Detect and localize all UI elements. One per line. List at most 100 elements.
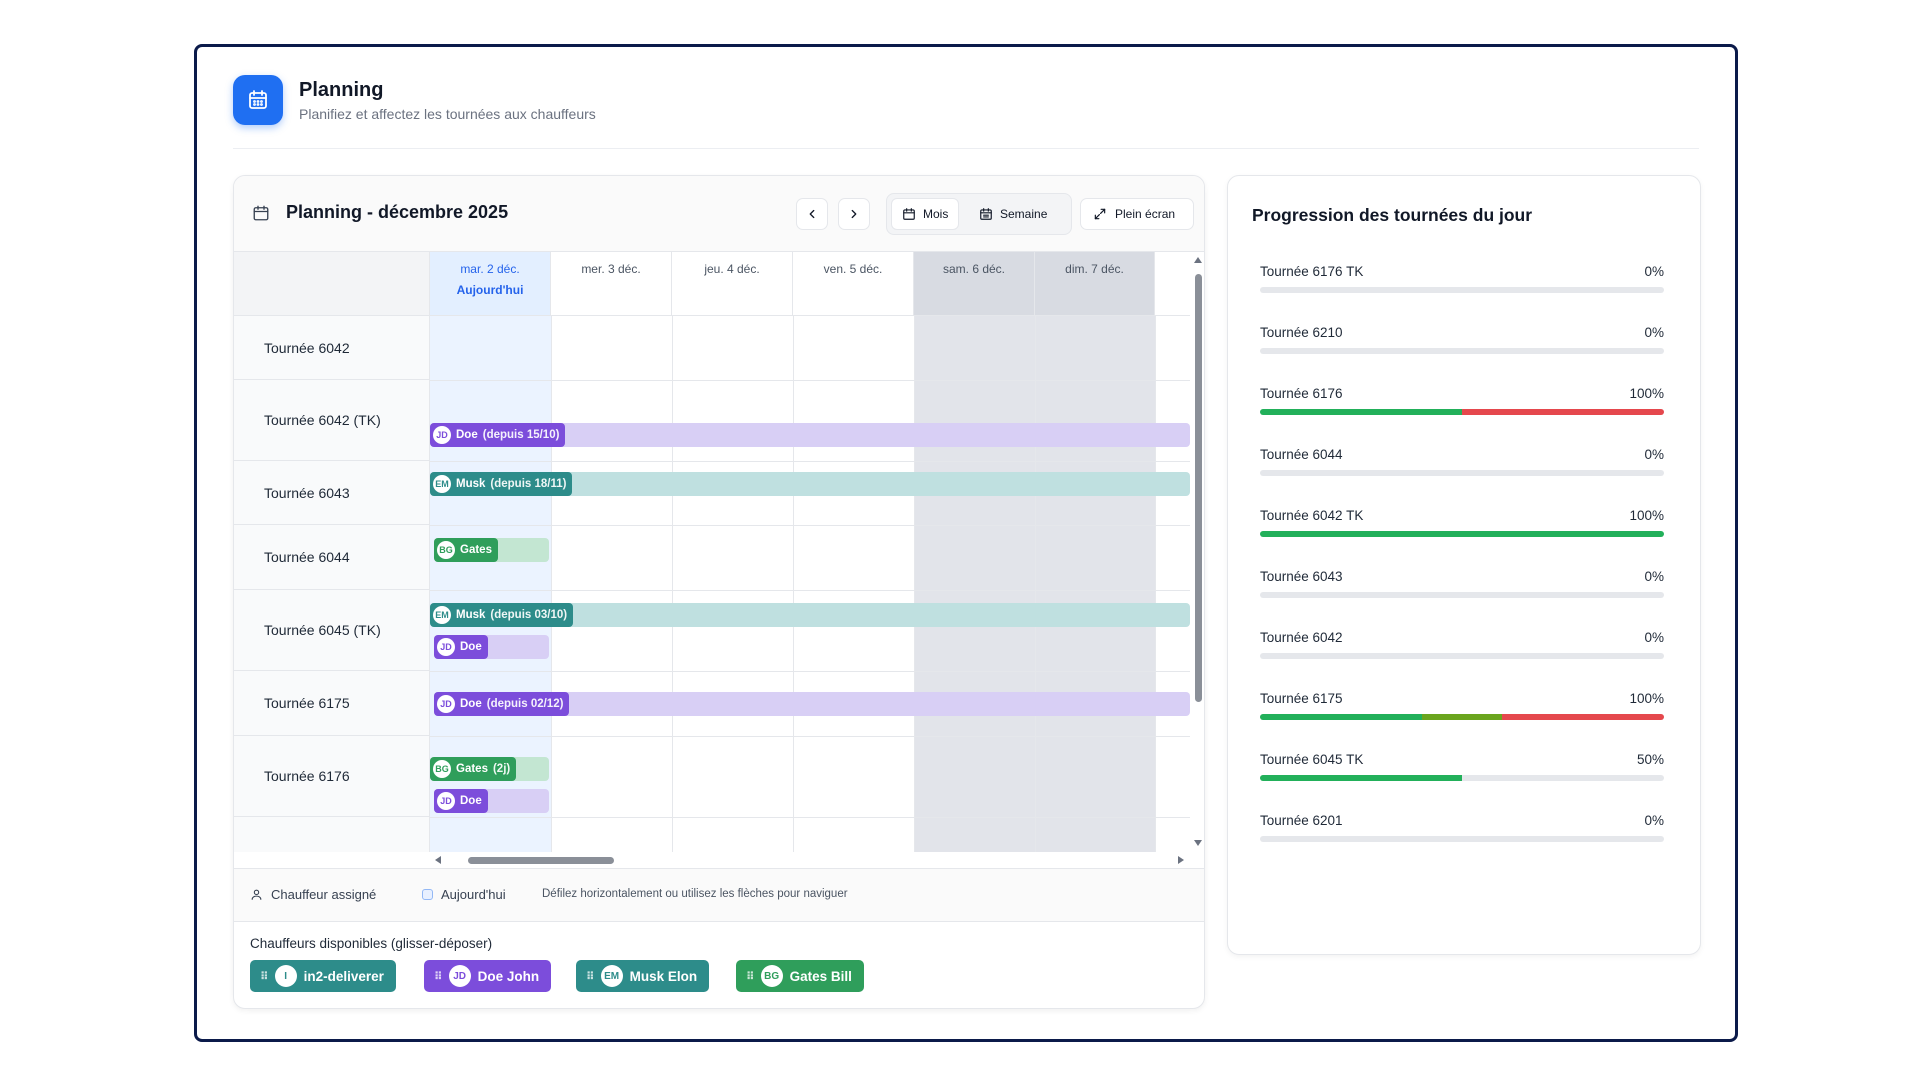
- scroll-right-icon[interactable]: [1178, 856, 1184, 864]
- grid-line: [430, 590, 1190, 591]
- planning-grid: mar. 2 déc. Aujourd'hui mer. 3 déc. jeu.…: [234, 252, 1190, 852]
- horizontal-scrollbar[interactable]: [430, 852, 1190, 868]
- grid-line: [430, 817, 1190, 818]
- day-label: mar. 2 déc.: [460, 262, 520, 276]
- horizontal-scroll-thumb[interactable]: [468, 857, 614, 864]
- progress-bar: [1260, 470, 1664, 476]
- driver-chip[interactable]: ⠿ EM Musk Elon: [576, 960, 710, 992]
- progress-row-name: Tournée 6043: [1260, 569, 1343, 584]
- grid-line: [430, 525, 1190, 526]
- driver-name: Musk Elon: [629, 968, 698, 984]
- drag-handle-icon[interactable]: ⠿: [260, 970, 269, 983]
- progress-row: Tournée 6201 0%: [1260, 813, 1664, 853]
- assignment-chip[interactable]: BG Gates: [434, 538, 498, 562]
- progress-row-percent: 0%: [1644, 447, 1664, 462]
- row-label-text: Tournée 6042: [264, 339, 350, 356]
- day-header: ven. 5 déc.: [793, 252, 914, 316]
- vertical-scroll-thumb[interactable]: [1195, 274, 1202, 702]
- row-label: Tournée 6042 (TK): [234, 380, 430, 461]
- progress-bar: [1260, 714, 1664, 720]
- fullscreen-button[interactable]: Plein écran: [1080, 198, 1194, 230]
- day-header: sam. 6 déc.: [914, 252, 1035, 316]
- progress-title: Progression des tournées du jour: [1252, 205, 1533, 225]
- avatar: I: [274, 965, 297, 987]
- progress-row: Tournée 6042 TK 100%: [1260, 508, 1664, 548]
- driver-name: Doe: [460, 698, 482, 710]
- driver-chip[interactable]: ⠿ BG Gates Bill: [736, 960, 864, 992]
- driver-name: Gates: [460, 544, 492, 556]
- avatar: EM: [433, 606, 451, 624]
- avatar: BG: [760, 965, 783, 987]
- assignment-since: (2j): [492, 763, 511, 775]
- progress-row-name: Tournée 6042 TK: [1260, 508, 1364, 523]
- progress-row: Tournée 6042 0%: [1260, 630, 1664, 670]
- progress-row: Tournée 6044 0%: [1260, 447, 1664, 487]
- legend-assigned: Chauffeur assigné: [250, 887, 376, 902]
- driver-name: Doe: [460, 641, 482, 653]
- scroll-left-icon[interactable]: [435, 856, 441, 864]
- driver-name: Doe: [460, 795, 482, 807]
- progress-bar: [1260, 531, 1664, 537]
- scroll-down-icon[interactable]: [1194, 840, 1202, 846]
- assignment-chip[interactable]: JD Doe (depuis 15/10): [430, 423, 566, 447]
- row-label: Tournée 6044: [234, 525, 430, 590]
- avatar: JD: [433, 426, 451, 444]
- progress-row-name: Tournée 6176 TK: [1260, 264, 1364, 279]
- vertical-scrollbar[interactable]: [1190, 252, 1204, 852]
- progress-row-percent: 100%: [1629, 508, 1664, 523]
- month-view-button[interactable]: Mois: [891, 198, 960, 230]
- previous-button[interactable]: [796, 198, 828, 230]
- grid-line: [430, 736, 1190, 737]
- weekend-column: [1035, 252, 1155, 852]
- drivers-title: Chauffeurs disponibles (glisser-déposer): [250, 936, 493, 951]
- avatar: BG: [437, 541, 455, 559]
- day-label: jeu. 4 déc.: [704, 262, 760, 276]
- scroll-up-icon[interactable]: [1194, 257, 1202, 263]
- progress-row-name: Tournée 6175: [1260, 691, 1343, 706]
- grid-line: [672, 316, 673, 852]
- fullscreen-label: Plein écran: [1115, 207, 1176, 221]
- progress-row-percent: 0%: [1644, 325, 1664, 340]
- page-subtitle: Planifiez et affectez les tournées aux c…: [299, 106, 596, 122]
- row-label-text: Tournée 6043: [264, 484, 350, 501]
- assignment-chip[interactable]: JD Doe: [434, 789, 488, 813]
- day-header: jeu. 4 déc.: [672, 252, 793, 316]
- progress-row-percent: 0%: [1644, 630, 1664, 645]
- drag-handle-icon[interactable]: ⠿: [434, 970, 443, 983]
- assignment-chip[interactable]: JD Doe (depuis 02/12): [434, 692, 570, 716]
- month-view-label: Mois: [923, 207, 949, 221]
- row-label: [234, 817, 430, 852]
- assignment-since: (depuis 02/12): [486, 698, 564, 710]
- chevron-right-icon: [851, 209, 857, 219]
- week-view-button[interactable]: Semaine: [969, 198, 1057, 230]
- driver-chip[interactable]: ⠿ JD Doe John: [424, 960, 552, 992]
- next-button[interactable]: [838, 198, 870, 230]
- grid-line: [914, 316, 915, 852]
- avatar: BG: [433, 760, 451, 778]
- progress-row: Tournée 6210 0%: [1260, 325, 1664, 365]
- grid-line: [1035, 316, 1036, 852]
- calendar-toolbar: Planning - décembre 2025 Mois Semaine: [234, 176, 1204, 252]
- avatar: JD: [437, 695, 455, 713]
- progress-row-name: Tournée 6045 TK: [1260, 752, 1364, 767]
- progress-row-name: Tournée 6210: [1260, 325, 1343, 340]
- assignment-chip[interactable]: BG Gates (2j): [430, 757, 517, 781]
- calendar-icon: [903, 208, 915, 220]
- day-header: mer. 3 déc.: [551, 252, 672, 316]
- legend-today-label: Aujourd'hui: [441, 887, 506, 902]
- legend: Chauffeur assigné Aujourd'hui Défilez ho…: [234, 868, 1204, 922]
- assignment-chip[interactable]: EM Musk (depuis 03/10): [430, 603, 574, 627]
- progress-row: Tournée 6045 TK 50%: [1260, 752, 1664, 792]
- assignment-chip[interactable]: EM Musk (depuis 18/11): [430, 472, 573, 496]
- drag-handle-icon[interactable]: ⠿: [586, 970, 595, 983]
- progress-row-percent: 0%: [1644, 813, 1664, 828]
- drag-handle-icon[interactable]: ⠿: [746, 970, 755, 983]
- daily-progress-panel: Progression des tournées du jour Tournée…: [1227, 175, 1701, 955]
- week-view-label: Semaine: [1000, 207, 1048, 221]
- progress-bar-segment: [1260, 775, 1462, 781]
- progress-bar-segment: [1260, 531, 1664, 537]
- driver-chip[interactable]: ⠿ I in2-deliverer: [250, 960, 396, 992]
- grid-line: [430, 461, 1190, 462]
- assignment-chip[interactable]: JD Doe: [434, 635, 488, 659]
- expand-icon: [1094, 208, 1106, 220]
